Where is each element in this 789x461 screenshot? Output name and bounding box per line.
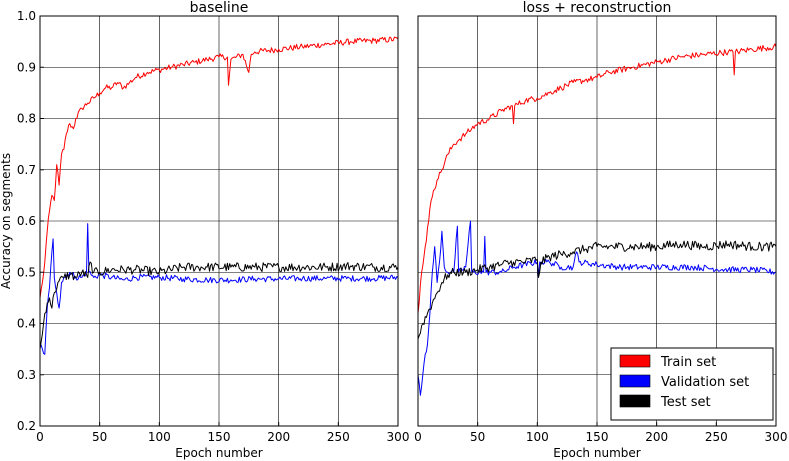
x-tick-label: 50 [470,430,485,444]
x-tick-label: 150 [586,430,609,444]
series-line-test-set [417,240,777,340]
legend-label: Test set [660,395,711,410]
x-tick-label: 0 [36,430,44,444]
chart-title: baseline [190,0,249,16]
legend-swatch [619,354,651,368]
legend-label: Validation set [661,375,749,390]
x-tick-label: 250 [327,430,350,444]
x-tick-label: 300 [387,430,410,444]
series-line-validation-set [417,220,777,396]
y-tick-label: 0.4 [17,317,36,331]
x-tick-label: 100 [526,430,549,444]
chart-title: loss + reconstruction [523,0,672,16]
series-line-train-set [417,43,777,314]
series-line-train-set [39,36,399,298]
y-tick-label: 0.8 [17,112,36,126]
y-tick-label: 0.7 [17,163,36,177]
x-tick-label: 0 [414,430,422,444]
plot-panel-2 [417,15,777,427]
x-axis-label: Epoch number [175,446,262,460]
x-tick-label: 100 [148,430,171,444]
x-tick-label: 200 [267,430,290,444]
legend-swatch [619,394,651,408]
y-tick-label: 0.6 [17,214,36,228]
x-axis-label: Epoch number [553,446,640,460]
y-tick-label: 0.5 [17,265,36,279]
y-tick-label: 0.2 [17,419,36,433]
x-tick-label: 50 [92,430,107,444]
series-line-test-set [39,261,399,350]
series-line-validation-set [39,223,399,355]
x-tick-label: 150 [208,430,231,444]
x-tick-label: 300 [765,430,788,444]
plot-panel-1 [39,15,399,427]
y-tick-label: 1.0 [17,9,36,23]
legend-swatch [619,374,651,388]
legend-label: Train set [660,355,716,370]
y-tick-label: 0.9 [17,60,36,74]
y-tick-label: 0.3 [17,368,36,382]
y-axis-label: Accuracy on segments [0,153,13,289]
x-tick-label: 250 [705,430,728,444]
x-tick-label: 200 [645,430,668,444]
